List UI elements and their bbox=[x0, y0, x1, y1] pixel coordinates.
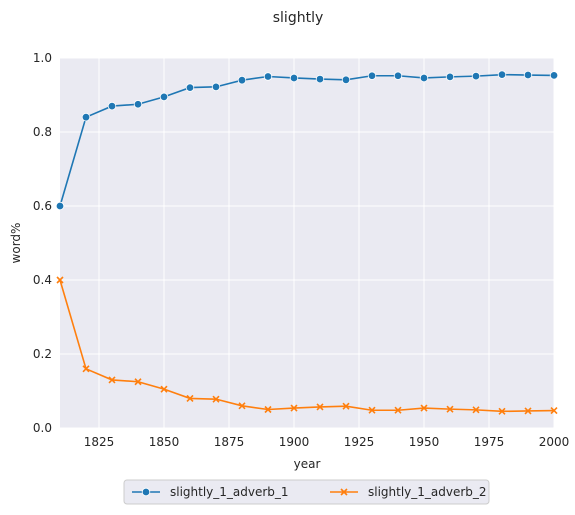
data-point bbox=[445, 72, 455, 82]
y-tick-label: 0.0 bbox=[33, 421, 52, 435]
data-point bbox=[289, 73, 299, 83]
y-tick-label: 0.6 bbox=[33, 199, 52, 213]
data-point bbox=[316, 403, 324, 411]
legend-marker bbox=[141, 487, 151, 497]
series-layer bbox=[55, 70, 559, 415]
x-tick-label: 1825 bbox=[84, 435, 115, 449]
y-tick-label: 1.0 bbox=[33, 51, 52, 65]
data-point bbox=[367, 71, 377, 80]
data-point bbox=[133, 100, 143, 109]
data-point bbox=[315, 74, 325, 84]
data-point bbox=[264, 405, 272, 414]
x-tick-label: 1925 bbox=[344, 435, 375, 449]
data-point bbox=[420, 404, 428, 412]
data-point bbox=[394, 406, 402, 414]
data-point bbox=[524, 407, 532, 415]
data-point bbox=[185, 83, 195, 92]
y-axis-label: word% bbox=[9, 223, 23, 264]
x-tick-label: 1875 bbox=[214, 435, 245, 449]
data-point bbox=[446, 405, 454, 413]
data-point bbox=[134, 378, 142, 386]
x-tick-label: 1950 bbox=[409, 435, 440, 449]
data-point bbox=[263, 72, 273, 81]
data-point bbox=[497, 70, 507, 79]
data-point bbox=[393, 71, 403, 80]
y-tick-label: 0.2 bbox=[33, 347, 52, 361]
y-tick-label: 0.4 bbox=[33, 273, 52, 287]
tick-labels: 1825 1850 1875 1900 1925 1950 1975 2000 0.0 0.2 0.… bbox=[33, 51, 569, 449]
x-tick-label: 1850 bbox=[149, 435, 180, 449]
data-point bbox=[549, 71, 559, 80]
data-point bbox=[186, 394, 194, 402]
data-point bbox=[290, 404, 298, 412]
data-point bbox=[159, 92, 169, 102]
data-point bbox=[81, 112, 91, 122]
data-point bbox=[419, 73, 429, 83]
data-point bbox=[82, 365, 90, 373]
data-point bbox=[56, 276, 64, 284]
data-point bbox=[237, 75, 247, 85]
data-point bbox=[550, 407, 558, 415]
data-point bbox=[341, 75, 351, 85]
plot-background bbox=[60, 58, 554, 428]
grid-lines bbox=[60, 57, 555, 429]
data-point bbox=[472, 406, 480, 414]
legend-label: slightly_1_adverb_1 bbox=[170, 485, 289, 499]
data-point bbox=[342, 402, 350, 410]
legend: slightly_1_adverb_1 slightly_1_adverb_2 bbox=[123, 479, 490, 505]
series-line bbox=[59, 279, 555, 413]
data-point bbox=[471, 71, 481, 81]
data-point bbox=[55, 201, 65, 211]
data-point bbox=[238, 402, 246, 410]
data-point bbox=[108, 376, 116, 384]
chart-title: slightly bbox=[273, 10, 324, 26]
data-point bbox=[107, 101, 117, 111]
legend-label: slightly_1_adverb_2 bbox=[368, 485, 487, 499]
data-point bbox=[498, 407, 506, 415]
x-axis-label: year bbox=[294, 457, 321, 471]
x-tick-label: 2000 bbox=[539, 435, 570, 449]
series-slightly_1_adverb_1 bbox=[55, 70, 559, 211]
data-point bbox=[212, 395, 220, 403]
series-slightly_1_adverb_2 bbox=[56, 276, 558, 415]
y-tick-label: 0.8 bbox=[33, 125, 52, 139]
x-tick-label: 1975 bbox=[474, 435, 505, 449]
x-tick-label: 1900 bbox=[279, 435, 310, 449]
data-point bbox=[368, 406, 376, 414]
legend-entry: slightly_1_adverb_2 bbox=[330, 485, 487, 499]
legend-entry: slightly_1_adverb_1 bbox=[132, 485, 289, 499]
legend-entries: slightly_1_adverb_1 slightly_1_adverb_2 bbox=[132, 485, 487, 499]
series-line bbox=[59, 73, 555, 207]
data-point bbox=[523, 70, 533, 80]
legend-marker bbox=[340, 488, 348, 496]
legend-frame bbox=[123, 479, 490, 505]
data-point bbox=[211, 82, 221, 92]
data-point bbox=[160, 385, 168, 393]
